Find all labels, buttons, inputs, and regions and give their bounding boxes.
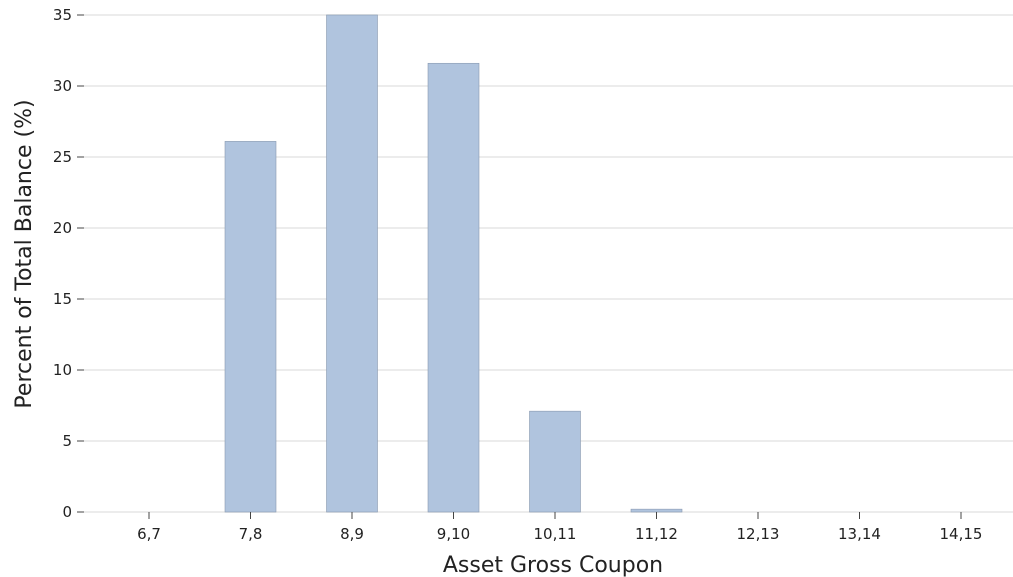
x-tick-label: 14,15 [940,525,983,543]
x-tick-label: 12,13 [737,525,780,543]
x-axis-ticks: 6,7 7,8 8,9 9,10 10,11 11,12 12,13 13,14 14,15 [137,512,982,543]
x-tick-label: 9,10 [437,525,470,543]
y-tick-label: 30 [53,77,72,95]
y-tick-label: 20 [53,219,72,237]
x-tick-label: 11,12 [635,525,678,543]
y-tick-label: 5 [62,432,72,450]
y-tick-label: 35 [53,6,72,24]
x-tick-label: 7,8 [239,525,263,543]
y-tick-label: 0 [62,503,72,521]
bar-9-10 [427,62,480,513]
bars [224,14,683,513]
x-axis-label: Asset Gross Coupon [443,553,663,577]
bar-7-8 [224,141,277,513]
bar-11-12 [630,508,683,513]
y-tick-label: 25 [53,148,72,166]
x-tick-label: 6,7 [137,525,161,543]
y-tick-label: 15 [53,290,72,308]
y-tick-label: 10 [53,361,72,379]
bar-10-11 [529,410,581,513]
y-axis-label: Percent of Total Balance (%) [12,99,37,408]
x-tick-label: 10,11 [534,525,577,543]
x-tick-label: 8,9 [340,525,364,543]
y-axis-ticks: 0 5 10 15 20 25 30 35 [53,6,84,521]
x-tick-label: 13,14 [838,525,881,543]
bar-8-9 [326,14,378,513]
